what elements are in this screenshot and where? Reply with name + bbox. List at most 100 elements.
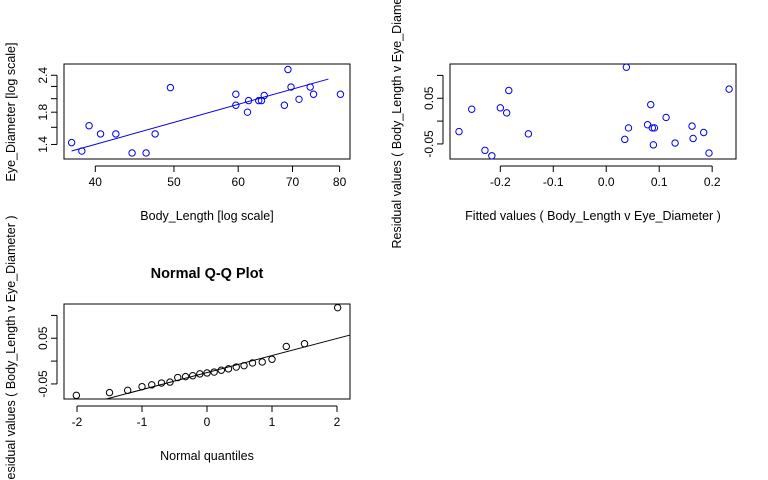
qq-plot-title: Normal Q-Q Plot	[151, 266, 264, 282]
qqplot-data-point	[240, 361, 248, 370]
scatter-x-tick-label: 80	[333, 175, 347, 189]
qqplot-x-tick-label: 2	[334, 415, 341, 429]
residuals-data-point	[688, 122, 696, 130]
qqplot-data-point	[157, 379, 166, 387]
scatter-data-point	[255, 96, 263, 105]
scatter-data-point	[260, 91, 268, 100]
qq-panel: -0.05 0.05 -2 -1 0 1 2 Normal Q-Q Plot Normal …	[4, 215, 351, 480]
residuals-data-point	[647, 100, 655, 109]
residuals-data-point	[496, 104, 505, 112]
qqplot-data-point	[124, 386, 132, 395]
qqplot-x-tick-label: 1	[269, 415, 276, 429]
qqplot-x-tick-label: 0	[204, 415, 211, 429]
residuals-data-point	[621, 135, 629, 144]
residuals-data-point	[689, 134, 697, 143]
residuals-data-point	[622, 63, 631, 71]
qqplot-data-point	[203, 369, 211, 377]
regression-line	[71, 78, 329, 152]
scatter-x-tick-label: 50	[167, 175, 181, 189]
qqplot-data-point	[282, 342, 290, 351]
residuals-data-point	[505, 86, 513, 95]
residuals-data-point	[488, 152, 496, 160]
qqplot-x-tick-label: -2	[72, 415, 83, 429]
scatter-data-point	[280, 101, 289, 109]
residuals-data-point	[455, 127, 463, 136]
scatter-y-tick-label: 1.8	[36, 104, 50, 121]
residuals-data-point	[502, 109, 511, 117]
qq-reference-line	[106, 334, 351, 400]
scatter-data-point	[244, 96, 253, 105]
scatter-x-tick-label: 70	[286, 175, 300, 189]
residuals-y-tick-label: -0.05	[422, 130, 436, 158]
qqplot-y-tick-label: 0.05	[36, 326, 50, 350]
residuals-y-tick-label: 0.05	[422, 86, 436, 110]
qqplot-data-point	[138, 382, 146, 391]
qqplot-data-point	[248, 359, 257, 367]
scatter-x-tick-label: 60	[232, 175, 246, 189]
qq-plot-box	[63, 303, 351, 400]
residuals-x-tick-label: 0.2	[704, 175, 721, 189]
residuals-data-point	[662, 113, 670, 122]
qqplot-data-point	[196, 370, 204, 378]
residuals-x-tick-label: 0.1	[651, 175, 668, 189]
scatter-data-point	[295, 95, 303, 104]
qqplot-data-point	[333, 303, 342, 312]
scatter-data-point	[112, 130, 120, 138]
qqplot-x-tick-label: -1	[137, 415, 148, 429]
residuals-data-point	[725, 85, 733, 93]
qqplot-data-point	[166, 378, 174, 386]
scatter-x-tick-label: 40	[89, 175, 103, 189]
residuals-y-axis-label: Residual values ( Body_Length v Eye_Diam…	[390, 0, 404, 249]
residuals-data-point	[705, 149, 713, 157]
qq-y-axis-label: Residual values ( Body_Length v Eye_Diam…	[4, 215, 18, 480]
residuals-x-tick-label: -0.2	[490, 175, 511, 189]
qqplot-data-point	[72, 391, 81, 400]
residuals-plot-box	[449, 63, 737, 160]
scatter-data-point	[96, 130, 105, 138]
scatter-data-point	[287, 83, 295, 91]
residuals-data-point	[671, 139, 679, 147]
scatter-data-point	[243, 108, 252, 116]
residuals-data-point	[649, 141, 658, 149]
scatter-panel: 1.4 1.8 2.4 40 50 60 70 80 Body_Length [log sca…	[4, 43, 351, 223]
scatter-data-point	[151, 130, 159, 138]
qqplot-data-point	[300, 340, 309, 348]
scatter-data-point	[336, 90, 345, 98]
qq-x-axis-label: Normal quantiles	[160, 449, 254, 463]
residuals-x-tick-label: -0.1	[543, 175, 564, 189]
scatter-data-point	[85, 122, 93, 130]
residuals-data-point	[624, 124, 633, 132]
scatter-data-point	[142, 149, 150, 157]
scatter-y-tick-label: 2.4	[36, 67, 50, 84]
qqplot-data-point	[174, 373, 182, 382]
qqplot-data-point	[210, 368, 218, 376]
qqplot-data-point	[181, 372, 190, 381]
scatter-data-point	[128, 149, 136, 157]
scatter-data-point	[232, 90, 240, 98]
residuals-x-tick-label: 0.0	[598, 175, 615, 189]
scatter-y-axis-label: Eye_Diameter [log scale]	[4, 43, 18, 182]
qqplot-data-point	[268, 355, 276, 363]
residuals-panel: -0.05 0.05 -0.2 -0.1 0.0 0.1 0.2 Fitted values…	[390, 0, 737, 249]
residuals-data-point	[650, 124, 659, 132]
residuals-data-point	[699, 128, 708, 137]
qqplot-data-point	[105, 388, 114, 397]
scatter-data-point	[232, 101, 240, 109]
qqplot-data-point	[224, 365, 233, 373]
scatter-data-point	[78, 147, 86, 155]
scatter-y-tick-label: 1.4	[36, 136, 50, 153]
residuals-data-point	[648, 124, 657, 132]
scatter-plot-box	[63, 63, 351, 160]
residuals-data-point	[468, 105, 476, 113]
residuals-data-point	[524, 130, 533, 138]
scatter-x-axis-label: Body_Length [log scale]	[140, 209, 273, 223]
qqplot-data-point	[232, 363, 240, 371]
qqplot-data-point	[258, 358, 266, 366]
scatter-data-point	[166, 83, 175, 92]
residuals-x-axis-label: Fitted values ( Body_Length v Eye_Diamet…	[465, 209, 721, 223]
scatter-data-point	[306, 83, 314, 91]
qqplot-data-point	[217, 366, 226, 374]
scatter-data-point	[309, 90, 318, 98]
residuals-data-point	[481, 146, 489, 155]
